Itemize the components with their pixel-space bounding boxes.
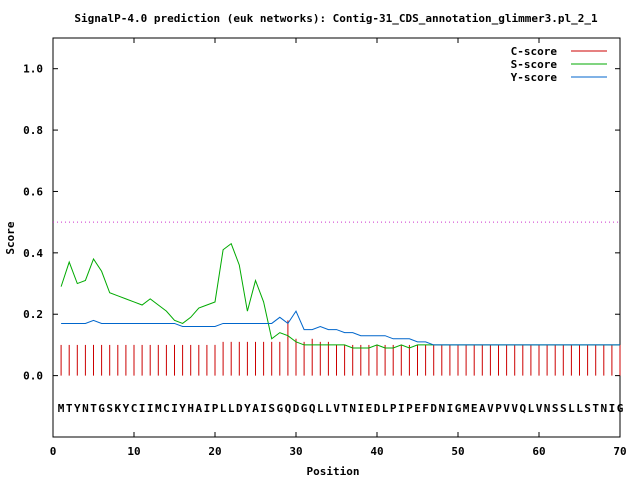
sequence-letter: Q [309,402,316,415]
sequence-letter: D [236,402,243,415]
x-axis-ticks: 0 10 20 30 40 50 60 70 [50,38,627,458]
sequence-letter: I [139,402,146,415]
legend-label: C-score [511,45,558,58]
sequence-letter: T [90,402,97,415]
sequence-letter: A [479,402,486,415]
sequence-letter: K [114,402,121,415]
sequence-letter: D [430,402,437,415]
sequence-letter: I [204,402,211,415]
sequence-letter: Q [285,402,292,415]
sequence-letter: L [576,402,583,415]
sequence-letter: V [503,402,510,415]
sequence-letter: G [455,402,462,415]
y-tick-label: 0.8 [23,124,43,137]
x-tick-label: 0 [50,445,57,458]
x-tick-label: 50 [451,445,464,458]
x-tick-label: 20 [208,445,221,458]
sequence-letter: T [592,402,599,415]
s-score-line [60,242,620,349]
sequence-letter: G [276,402,283,415]
sequence-letter: N [544,402,551,415]
sequence-letter: L [568,402,575,415]
sequence-letter: E [471,402,478,415]
sequence-letter: N [600,402,607,415]
sequence-letter: Y [179,402,186,415]
sequence-letter: L [528,402,535,415]
sequence-letter: C [131,402,138,415]
sequence-letter: S [560,402,567,415]
sequence-letter: H [187,402,194,415]
y-score-line [61,310,620,346]
sequence-letter: N [82,402,89,415]
sequence-letter: G [617,402,624,415]
sequence-letter: D [374,402,381,415]
sequence-letter: E [366,402,373,415]
sequence-letter: L [317,402,324,415]
sequence-letter: Y [74,402,81,415]
sequence-letter: I [171,402,178,415]
sequence-letter: I [609,402,616,415]
x-tick-label: 10 [127,445,140,458]
sequence-letter: P [212,402,219,415]
sequence-letter: Y [244,402,251,415]
sequence-letter: Y [123,402,130,415]
sequence-letter: I [260,402,267,415]
sequence-letter: M [463,402,470,415]
x-tick-label: 60 [532,445,545,458]
sequence-letter: I [398,402,405,415]
sequence-letter: S [584,402,591,415]
sequence-letter: S [106,402,113,415]
sequence-letter: P [495,402,502,415]
legend-label: Y-score [511,71,558,84]
sequence-letter: P [406,402,413,415]
x-tick-label: 70 [613,445,626,458]
y-axis-label: Score [4,221,17,254]
sequence-letter: M [58,402,65,415]
sequence-letter: L [325,402,332,415]
sequence-letter: G [98,402,105,415]
sequence-letter: D [293,402,300,415]
sequence-letter: E [414,402,421,415]
sequence-letter: C [163,402,170,415]
sequence-letter: V [536,402,543,415]
sequence-letter: V [487,402,494,415]
sequence-letter: I [357,402,364,415]
sequence-letter: V [511,402,518,415]
y-tick-label: 0.2 [23,308,43,321]
sequence-letter: L [228,402,235,415]
sequence-letter: L [220,402,227,415]
y-tick-label: 0.6 [23,185,43,198]
y-tick-label: 1.0 [23,63,43,76]
c-score-impulses [60,320,621,376]
sequence-letter: V [333,402,340,415]
sequence-letter: G [301,402,308,415]
sequence-letter: A [195,402,202,415]
y-tick-label: 0.4 [23,247,43,260]
sequence-letter: Q [519,402,526,415]
legend-label: S-score [511,58,558,71]
sequence-letter: F [422,402,429,415]
sequence-letter: T [66,402,73,415]
sequence-letter: M [155,402,162,415]
sequence-letter: T [341,402,348,415]
sequence-letter: L [382,402,389,415]
sequence-letter: S [552,402,559,415]
sequence-letter: N [349,402,356,415]
sequence-letter: A [252,402,259,415]
plot-frame [52,37,621,438]
x-tick-label: 30 [289,445,302,458]
y-axis-ticks: 0.0 0.2 0.4 0.6 0.8 1.0 [23,63,620,383]
chart-title: SignalP-4.0 prediction (euk networks): C… [74,12,598,25]
sequence-letter: S [268,402,275,415]
sequence-letter: I [147,402,154,415]
x-tick-label: 40 [370,445,383,458]
sequence-letter: P [390,402,397,415]
y-tick-label: 0.0 [23,370,43,383]
sequence-letter: I [447,402,454,415]
sequence-letter: N [438,402,445,415]
x-axis-label: Position [307,465,360,478]
